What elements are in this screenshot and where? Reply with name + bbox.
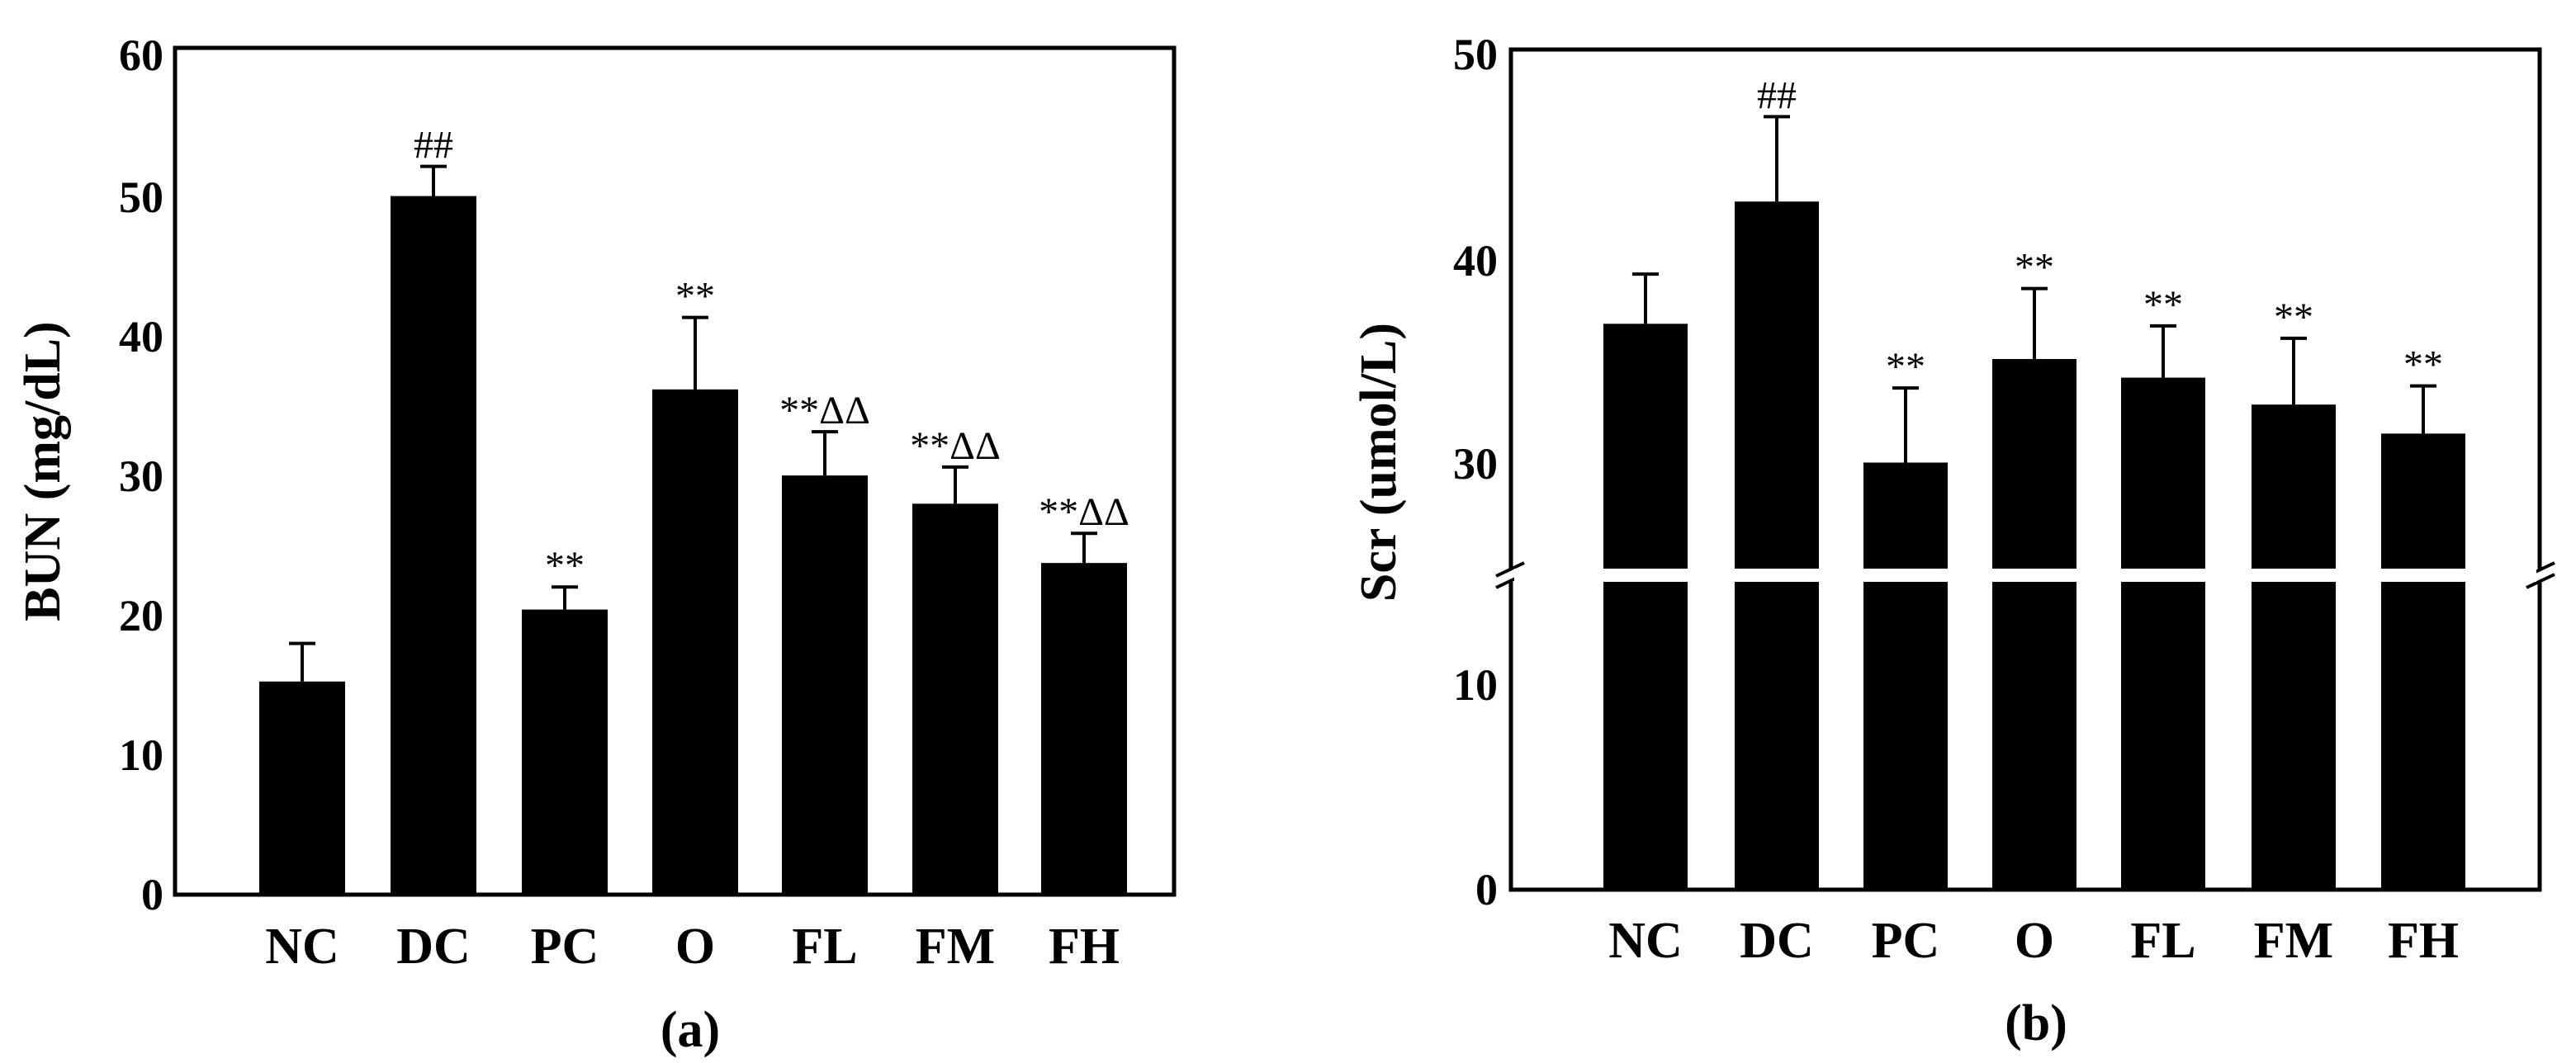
bar: [2252, 404, 2336, 891]
bar: [391, 196, 476, 895]
x-category-label: DC: [396, 919, 471, 975]
bar: [652, 389, 738, 895]
y-tick-label: 30: [1453, 439, 1498, 489]
panel-label-a: (a): [661, 1002, 720, 1058]
x-category-label: PC: [531, 919, 599, 975]
x-axis-categories-b: NC DC PC O FL FM FH: [1608, 913, 2459, 969]
y-axis-ticks-a: 0 10 20 30 40 50 60: [119, 31, 163, 919]
axis-break-gap-over-bars: [1514, 569, 2536, 582]
significance-label: **: [675, 275, 715, 319]
significance-label: **: [2015, 246, 2054, 290]
x-category-label: FH: [1049, 919, 1120, 975]
bar: [1603, 324, 1688, 890]
y-tick-label: 40: [119, 312, 163, 361]
x-axis-categories-a: NC DC PC O FL FM FH: [265, 919, 1120, 975]
bar: [1041, 563, 1127, 895]
y-tick-label: 50: [1453, 30, 1498, 79]
x-category-label: DC: [1740, 913, 1814, 969]
x-category-label: FM: [2254, 913, 2333, 969]
y-axis-label-b: Scr (umol/L): [1351, 323, 1407, 602]
y-axis-ticks-b: 0 10 30 40 50: [1453, 30, 1498, 914]
significance-label: **: [2274, 295, 2313, 339]
bars-b: ## ** ** ** ** **: [1514, 73, 2536, 891]
bar: [2381, 433, 2465, 890]
y-tick-label: 50: [119, 172, 163, 222]
panel-label-b: (b): [2005, 995, 2067, 1051]
y-axis-label-a: BUN (mg/dL): [15, 321, 71, 621]
chart-panel-a: BUN (mg/dL) 0 10 20 30 40 50 60 ## ** ** **…: [15, 31, 1177, 1058]
x-category-label: FL: [2130, 913, 2195, 969]
chart-panel-b: Scr (umol/L) 0 10 30 40 50 ##****** **** …: [1351, 30, 2555, 1051]
x-category-label: NC: [265, 919, 339, 975]
y-tick-label: 60: [119, 31, 163, 80]
significance-label: **ΔΔ: [910, 424, 1001, 468]
bar: [259, 681, 345, 895]
x-category-label: O: [675, 919, 715, 975]
bar: [1735, 201, 1819, 891]
significance-label: ##: [414, 124, 453, 168]
bar: [2121, 377, 2205, 891]
y-tick-label: 10: [1453, 660, 1498, 710]
bars-a: ## ** ** **ΔΔ **ΔΔ **ΔΔ: [259, 124, 1129, 895]
x-category-label: PC: [1872, 913, 1940, 969]
significance-label: **ΔΔ: [779, 389, 870, 432]
y-tick-label: 10: [119, 730, 163, 780]
y-tick-label: 30: [119, 451, 163, 501]
x-category-label: FM: [916, 919, 995, 975]
bar: [782, 475, 868, 895]
significance-label: **: [2143, 283, 2183, 327]
y-tick-label: 40: [1453, 236, 1498, 286]
x-category-label: FH: [2388, 913, 2459, 969]
significance-label: **: [2403, 343, 2443, 387]
y-tick-label: 0: [141, 870, 163, 919]
y-tick-label: 20: [119, 591, 163, 640]
significance-label: **ΔΔ: [1039, 490, 1129, 534]
x-category-label: FL: [792, 919, 857, 975]
bar: [522, 609, 608, 895]
bar: [1992, 358, 2076, 890]
bar: [912, 503, 998, 895]
y-tick-label: 0: [1475, 865, 1498, 914]
significance-label: ##: [1757, 73, 1797, 117]
x-category-label: NC: [1608, 913, 1683, 969]
x-category-label: O: [2015, 913, 2054, 969]
bar: [1863, 462, 1948, 890]
significance-label: **: [1886, 345, 1925, 389]
significance-label: **: [545, 544, 585, 588]
